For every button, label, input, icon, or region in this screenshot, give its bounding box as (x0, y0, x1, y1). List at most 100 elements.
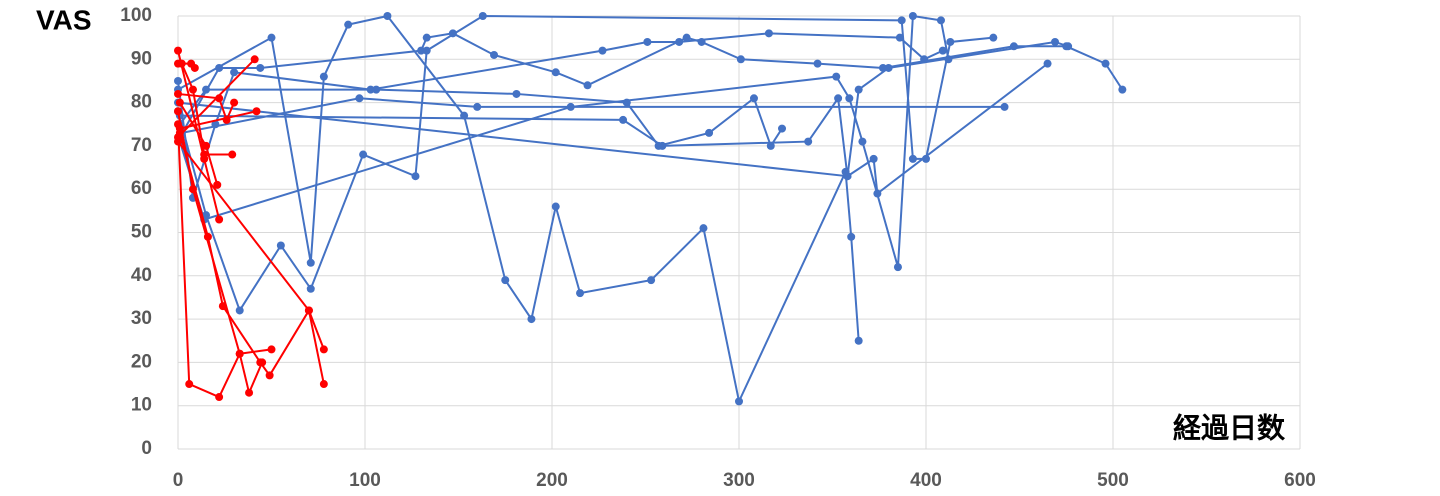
series-line (179, 62, 1049, 196)
y-tick-label: 80 (131, 92, 152, 113)
data-point (847, 232, 856, 241)
data-point (235, 306, 244, 315)
data-point (245, 388, 254, 397)
data-point (908, 12, 917, 20)
data-point (699, 224, 708, 233)
data-point (843, 172, 852, 181)
data-point (200, 150, 209, 159)
data-point (736, 55, 745, 64)
data-point (211, 120, 220, 129)
data-point (501, 276, 510, 285)
data-point (936, 16, 945, 25)
data-point (306, 258, 315, 267)
data-point (344, 20, 353, 29)
series-line (177, 14, 860, 405)
data-point (735, 397, 743, 406)
series-line (177, 124, 264, 399)
data-point (804, 137, 813, 146)
data-point (202, 85, 211, 94)
data-point (682, 33, 691, 42)
y-tick-label: 70 (131, 135, 152, 156)
data-point (265, 371, 274, 380)
data-point (319, 345, 328, 354)
data-point (854, 85, 863, 94)
x-tick-label: 400 (910, 470, 942, 491)
data-point (908, 154, 917, 163)
data-point (319, 72, 328, 81)
y-tick-label: 60 (131, 178, 152, 199)
data-point (422, 46, 431, 55)
x-axis-title: 経過日数 (1173, 411, 1286, 443)
x-tick-label: 500 (1097, 470, 1129, 491)
data-point (705, 128, 714, 137)
data-point (869, 154, 878, 163)
data-point (355, 94, 364, 103)
data-point (920, 55, 929, 64)
data-point (366, 85, 375, 94)
data-point (893, 263, 902, 272)
data-point (766, 141, 775, 150)
data-point (647, 276, 656, 285)
data-point (1043, 59, 1052, 68)
data-point (175, 124, 184, 133)
series-line (177, 14, 994, 313)
y-tick-label: 20 (131, 351, 152, 372)
data-point (527, 315, 536, 324)
data-point (1051, 37, 1060, 46)
y-tick-label: 40 (131, 265, 152, 286)
data-point (177, 59, 186, 68)
data-point (583, 81, 592, 90)
data-point (383, 12, 392, 20)
data-point (319, 380, 328, 389)
data-point (858, 137, 867, 146)
data-point (1118, 85, 1127, 94)
data-point (675, 37, 684, 46)
data-point (576, 289, 585, 298)
y-tick-label: 50 (131, 222, 152, 243)
series-line (179, 88, 783, 149)
data-point (215, 215, 224, 224)
data-point (619, 115, 628, 124)
data-point (174, 107, 182, 116)
data-point (188, 85, 197, 94)
data-point (256, 63, 265, 72)
data-point (213, 180, 222, 189)
data-point (884, 63, 893, 72)
data-point (566, 102, 575, 111)
series-line (177, 58, 256, 138)
data-point (267, 345, 276, 354)
data-point (946, 37, 955, 46)
data-point (490, 50, 499, 59)
data-point (478, 12, 487, 20)
data-point (813, 59, 822, 68)
data-point (512, 89, 521, 98)
data-point (598, 46, 607, 55)
series-line (177, 92, 236, 123)
y-tick-label: 100 (120, 5, 152, 26)
data-point (422, 33, 431, 42)
data-point (215, 393, 224, 402)
data-point (845, 94, 854, 103)
data-point (938, 46, 947, 55)
data-point (897, 16, 906, 25)
data-point (174, 46, 182, 55)
x-tick-label: 100 (349, 470, 381, 491)
data-point (174, 137, 182, 146)
data-point (778, 124, 787, 133)
data-point (267, 33, 276, 42)
data-point (359, 150, 368, 159)
data-point (854, 336, 863, 345)
data-point (304, 306, 313, 315)
x-tick-label: 300 (723, 470, 755, 491)
data-point (764, 29, 773, 38)
data-point (411, 172, 420, 181)
data-point (989, 33, 998, 42)
data-point (658, 141, 667, 150)
data-point (749, 94, 758, 103)
data-point (202, 141, 211, 150)
data-point (276, 241, 285, 250)
series-line (178, 14, 950, 268)
y-tick-label: 30 (131, 308, 152, 329)
data-point (190, 63, 199, 72)
